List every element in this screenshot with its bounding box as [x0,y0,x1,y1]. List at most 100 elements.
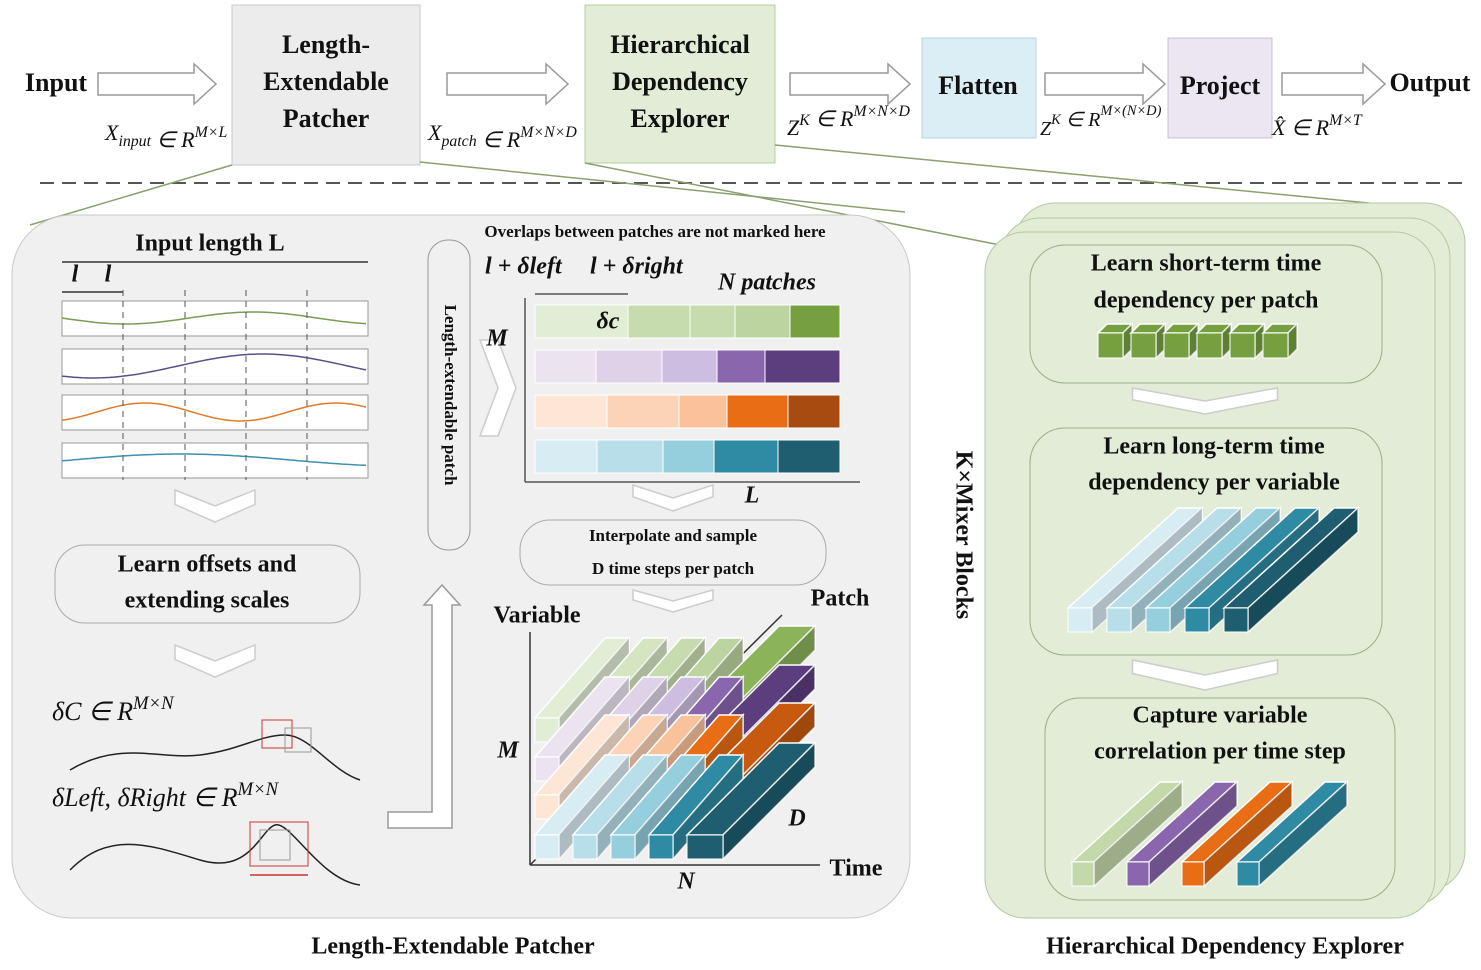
prism-shade [1123,324,1132,358]
label: Patch [811,586,870,612]
prism-shade [1149,782,1237,886]
math-part: ∈ R [1285,115,1329,140]
label: Variable [493,603,580,629]
prism-front [534,834,560,860]
patch-cell [678,394,728,429]
math-part: ∈ R [81,697,133,726]
label: extending scales [125,588,290,614]
label: D time steps per patch [592,559,755,578]
zoom-line [774,144,1421,209]
patch-cell [662,439,715,474]
box [584,4,776,164]
patch-cell [534,349,597,384]
math-label: δC ∈ RM×N [52,693,175,726]
math-label: δLeft, δRight ∈ RM×N [52,779,280,812]
flow-arrow [1044,62,1167,106]
prism-front [610,834,636,860]
label: Patcher [283,104,370,133]
prism-front [1071,861,1095,887]
label: Flatten [938,71,1018,100]
math-part: ∈ R [1061,109,1101,131]
patch-cell [713,439,779,474]
chevron [174,488,256,523]
math-part: M×N×D [852,103,910,120]
prism-shade [723,743,815,859]
prism-shade [1288,324,1297,358]
label: N patches [717,270,816,296]
box [1167,37,1273,139]
math-part: M×(N×D) [1099,103,1161,119]
patch-cell [689,304,736,339]
patch-cell [661,349,718,384]
series-curve [61,353,367,379]
flow-arrow [789,62,912,106]
math-part: M×T [1328,112,1363,129]
series-frame [61,348,369,385]
label: Length- [282,30,370,59]
zoom-line [419,161,906,213]
label: Input length L [135,231,284,257]
prism-front [1262,332,1289,359]
prism-front [1229,332,1256,359]
patch-cell [596,439,664,474]
vertical-box [427,239,471,551]
flow-arrow [97,62,218,106]
label: l [105,262,112,288]
math-part: K [798,112,811,129]
math-label: X̂ ∈ RM×T [1271,112,1363,140]
label: l [72,262,79,288]
math-part: M×N×D [519,124,577,141]
chevron [174,643,256,678]
math-label: Xinput ∈ RM×L [104,120,227,152]
patch-cell [627,304,691,339]
label: Input [25,68,87,97]
math-part: X [427,120,443,145]
label: Hierarchical Dependency Explorer [1046,934,1404,960]
prism-shade [1156,324,1165,358]
math-part: δLeft, δRight [52,783,187,812]
prism-front [686,834,724,860]
chevron [632,589,714,613]
series-curve [61,311,367,325]
label: Learn long-term time [1103,434,1325,460]
prism-front [1223,607,1249,633]
label: Interpolate and sample [589,526,758,545]
label: dependency per variable [1088,470,1340,496]
patch-cell [789,304,841,339]
prism-front [1106,607,1132,633]
offset-box [261,719,293,749]
label: Extendable [263,67,389,96]
label: l + δleft [485,254,563,280]
chevron [1131,387,1279,415]
math-part: ∈ R [151,127,195,152]
label: K×Mixer Blocks [950,451,976,620]
scale-box [249,821,309,867]
flow-arrow [387,583,462,829]
patch-cell [764,349,841,384]
prism-front [1184,607,1210,633]
chevron [632,483,714,512]
math-part: Z [787,115,800,140]
offset-curve [69,734,361,781]
prism-front [534,756,560,782]
prism-front [1067,607,1093,633]
prism-shade [1255,324,1264,358]
math-part: ∈ R [810,106,854,131]
zoom-line [29,164,233,226]
label: Capture variable [1133,703,1308,729]
series-curve [61,402,367,422]
label: Time [830,856,883,882]
prism-front [648,834,674,860]
math-part: X̂ [1271,115,1287,140]
scale-box [259,829,291,861]
label: Length-extendable patch [441,305,460,486]
prism-front [1163,332,1190,359]
label: Project [1180,71,1261,100]
label: Learn offsets and [118,552,297,578]
box [231,4,421,166]
math-part: M×N [236,779,279,800]
patch-cell [716,349,766,384]
math-part: M×N [132,693,175,714]
patch-cell [777,439,841,474]
